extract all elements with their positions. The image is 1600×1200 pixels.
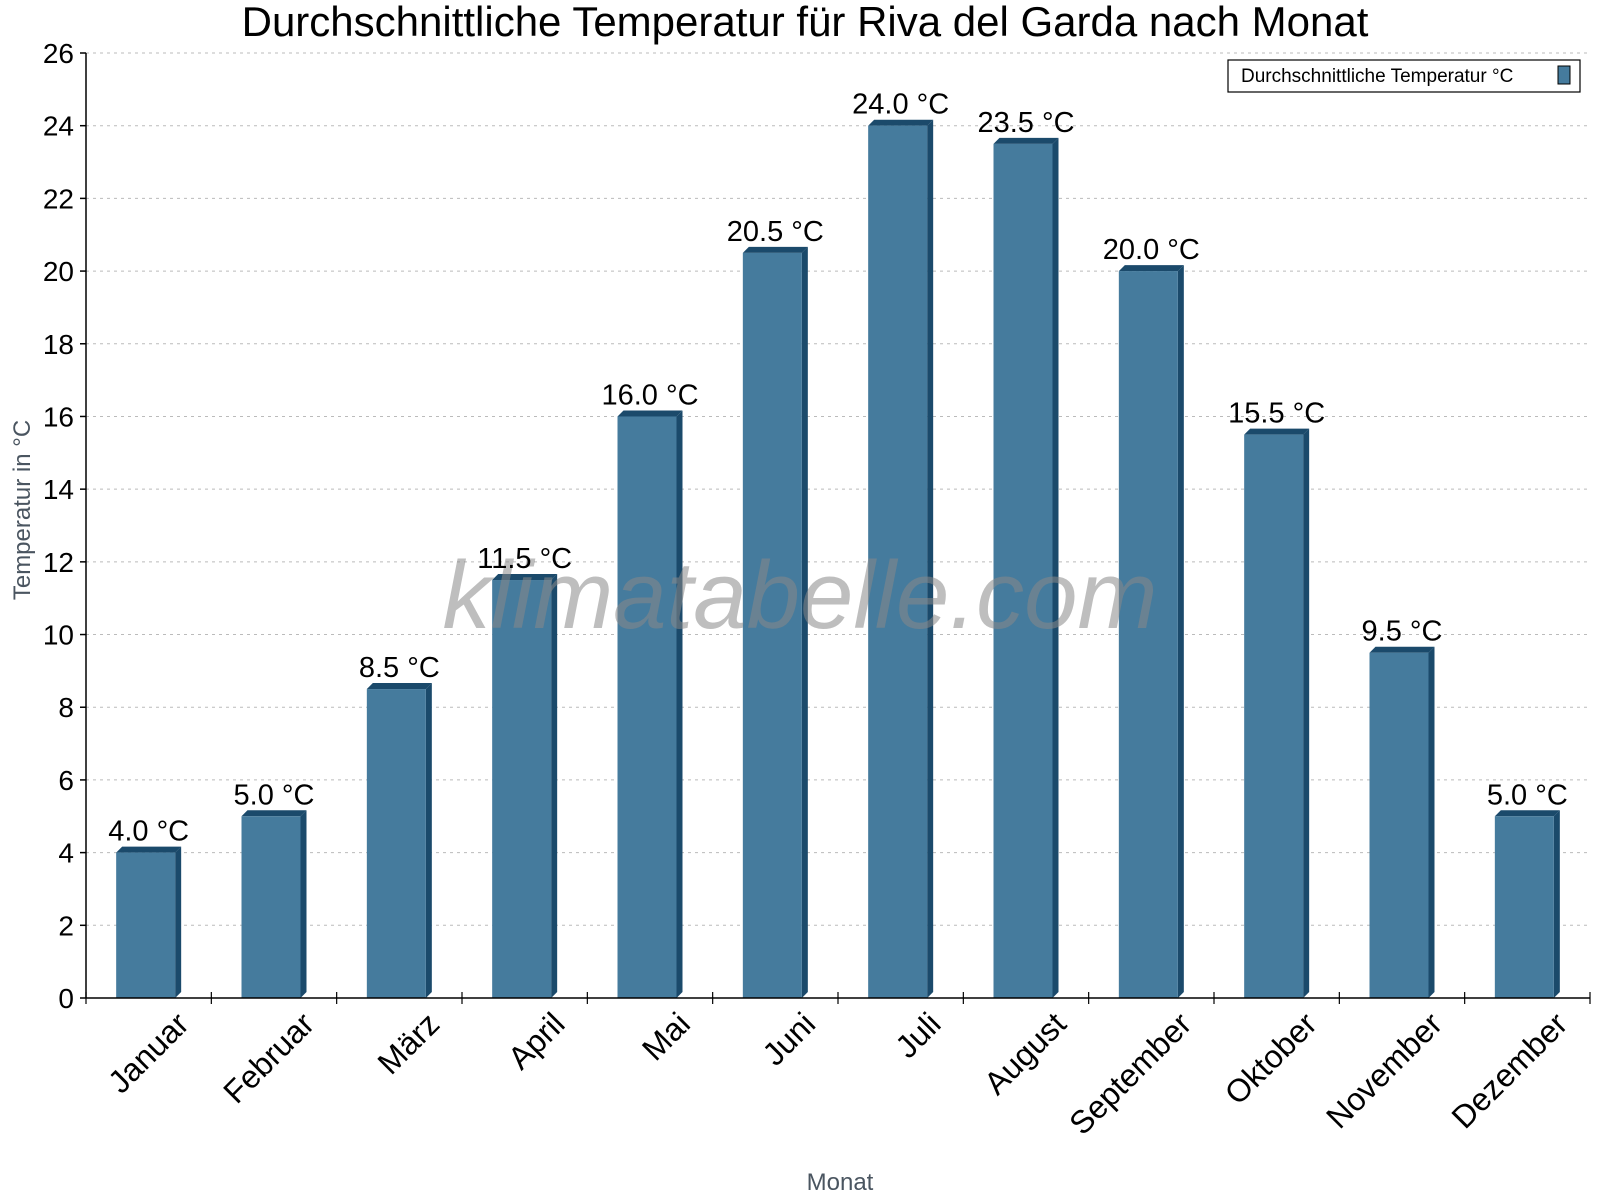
value-label: 23.5 °C [977,107,1074,139]
y-tick-label: 20 [43,256,74,287]
x-category-label: April [501,1005,572,1076]
bar[interactable] [366,683,432,998]
x-category-label: August [977,1005,1073,1101]
legend-swatch [1557,65,1571,85]
x-category-label: Mai [635,1005,697,1067]
value-label: 24.0 °C [852,89,949,121]
bar[interactable] [116,846,182,998]
bar[interactable] [617,410,683,998]
x-category-label: Juli [888,1005,947,1064]
bar[interactable] [993,137,1059,999]
x-category-label: Oktober [1218,1005,1324,1111]
value-label: 20.5 °C [727,216,824,248]
legend-label: Durchschnittliche Temperatur °C [1241,66,1513,87]
y-tick-label: 6 [58,765,74,796]
bar[interactable] [742,246,808,999]
watermark: klimatabelle.com [443,542,1158,649]
y-tick-label: 16 [43,401,74,432]
value-label: 4.0 °C [108,816,189,848]
value-label: 15.5 °C [1228,398,1325,430]
y-tick-label: 4 [58,838,74,869]
y-tick-label: 14 [43,474,74,505]
y-tick-label: 22 [43,183,74,214]
x-axis-title: Monat [807,1169,874,1196]
value-label: 5.0 °C [1487,779,1568,811]
y-tick-label: 8 [58,692,74,723]
value-label: 8.5 °C [359,652,440,684]
y-tick-label: 24 [43,111,74,142]
y-axis-title: Temperatur in °C [9,420,36,600]
bar[interactable] [1118,265,1184,999]
bar[interactable] [1494,810,1560,998]
value-label: 5.0 °C [234,779,315,811]
y-tick-label: 18 [43,329,74,360]
x-category-label: März [371,1005,447,1081]
x-category-label: November [1319,1005,1449,1135]
bar[interactable] [1244,428,1310,998]
value-label: 9.5 °C [1362,616,1443,648]
x-axis-categories: Januar Februar März April Mai Juni Juli AugustS… [101,1005,1575,1141]
x-category-label: Februar [216,1005,321,1110]
legend[interactable]: Durchschnittliche Temperatur °C [1227,59,1581,93]
value-label: 11.5 °C [477,543,572,575]
bar[interactable] [241,810,307,998]
axes [85,53,1591,1004]
x-category-label: Januar [101,1005,196,1100]
y-tick-label: 26 [43,38,74,69]
bar[interactable] [492,574,558,998]
x-category-label: Dezember [1444,1005,1574,1135]
y-tick-label: 10 [43,620,74,651]
bar[interactable] [1369,646,1435,998]
y-tick-label: 2 [58,910,74,941]
value-labels: 4.0 °C 5.0 °C 8.5 °C 11.5 °C 16.0 °C 20.5 °C 2… [108,89,1568,848]
gridlines [86,52,1590,926]
bars [116,119,1560,999]
value-label: 20.0 °C [1103,234,1200,266]
bar[interactable] [868,119,934,998]
x-category-label: September [1062,1005,1198,1141]
y-tick-label: 12 [43,547,74,578]
chart-title: Durchschnittliche Temperatur für Riva de… [242,0,1369,45]
y-tick-label: 0 [58,983,74,1014]
x-category-label: Juni [755,1005,822,1072]
value-label: 16.0 °C [601,379,698,411]
